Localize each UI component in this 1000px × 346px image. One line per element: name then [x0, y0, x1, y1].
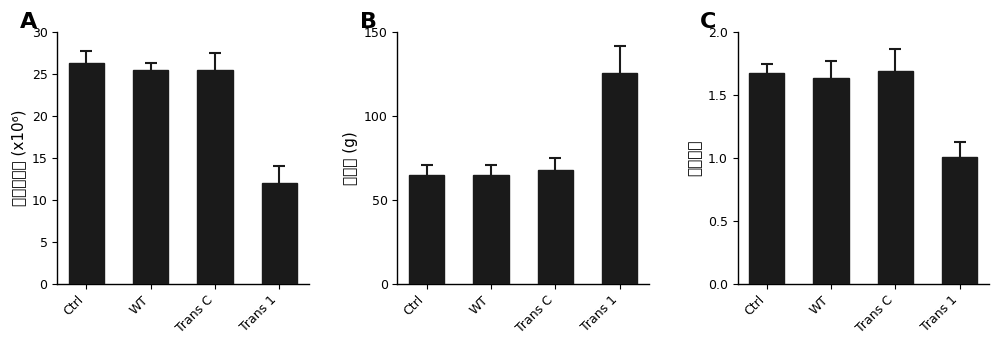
Bar [197, 70, 233, 283]
Bar [602, 73, 637, 283]
Bar [262, 183, 297, 283]
Text: B: B [360, 12, 377, 32]
Bar [473, 175, 509, 283]
Bar [133, 70, 168, 283]
Bar [69, 63, 104, 283]
Bar [538, 170, 573, 283]
Bar [878, 71, 913, 283]
Bar [813, 78, 849, 283]
Bar [942, 157, 977, 283]
Y-axis label: 病变计分: 病变计分 [687, 140, 702, 176]
Bar [749, 73, 784, 283]
Bar [409, 175, 444, 283]
Y-axis label: 卵切拍出量 (x10⁶): 卵切拍出量 (x10⁶) [11, 110, 26, 206]
Text: C: C [700, 12, 716, 32]
Text: A: A [20, 12, 37, 32]
Y-axis label: 体增重 (g): 体增重 (g) [343, 131, 358, 185]
